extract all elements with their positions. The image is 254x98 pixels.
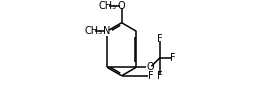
- Text: O: O: [118, 1, 125, 11]
- Text: F: F: [157, 34, 163, 44]
- Text: F: F: [157, 71, 163, 81]
- Text: CH₃: CH₃: [99, 1, 117, 11]
- Text: F: F: [148, 71, 153, 81]
- Text: F: F: [170, 53, 176, 63]
- Text: O: O: [147, 62, 154, 72]
- Text: CH₃: CH₃: [84, 26, 102, 36]
- Text: N: N: [103, 26, 111, 36]
